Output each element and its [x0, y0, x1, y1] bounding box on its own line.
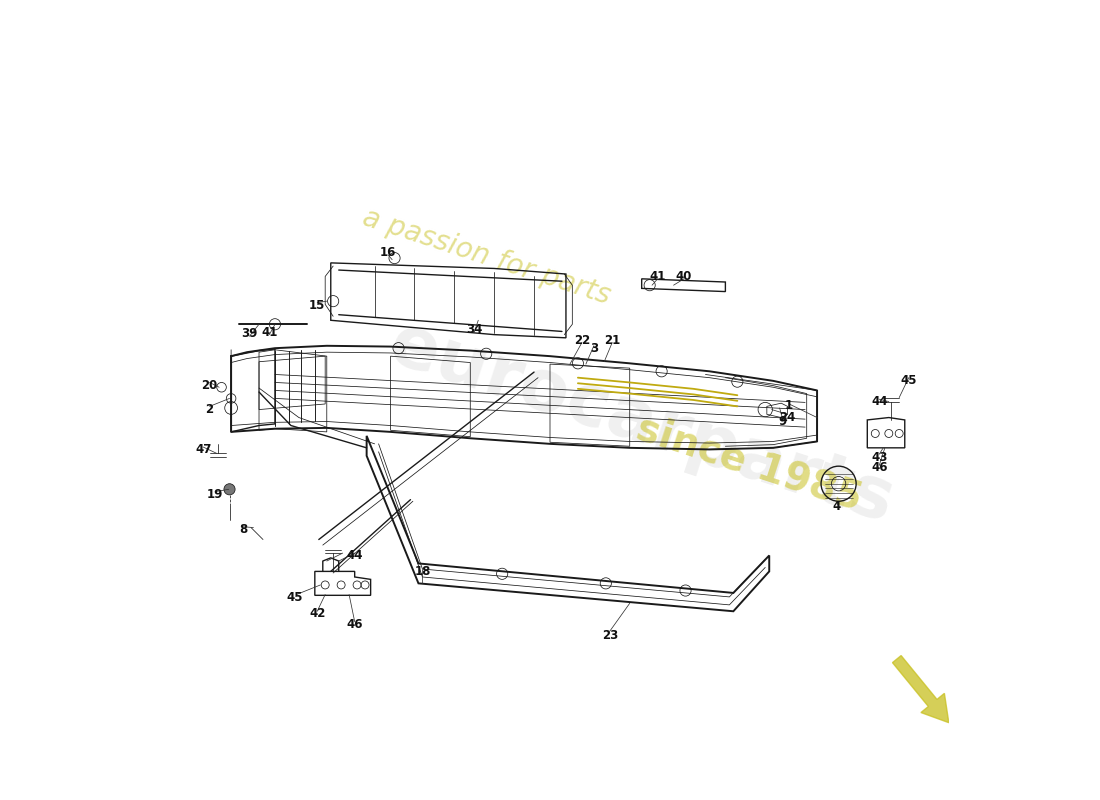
Text: 20: 20 [201, 379, 218, 392]
Text: 8: 8 [239, 522, 248, 536]
Text: 9: 9 [779, 415, 786, 428]
Text: 43: 43 [871, 451, 888, 464]
Text: 40: 40 [675, 270, 692, 283]
Text: 1: 1 [785, 399, 793, 412]
Text: 2: 2 [206, 403, 213, 416]
Text: eurocarparts: eurocarparts [381, 310, 903, 538]
Text: 23: 23 [602, 629, 618, 642]
Text: 15: 15 [309, 299, 326, 313]
Text: 41: 41 [649, 270, 666, 283]
Text: 18: 18 [415, 565, 430, 578]
Text: 44: 44 [346, 549, 363, 562]
Text: 42: 42 [309, 607, 326, 620]
Text: 3: 3 [590, 342, 598, 354]
Text: 16: 16 [379, 246, 396, 259]
Text: 46: 46 [346, 618, 363, 631]
Text: 45: 45 [287, 591, 304, 604]
Text: 22: 22 [574, 334, 590, 346]
Circle shape [224, 484, 235, 495]
Text: since 1985: since 1985 [631, 410, 867, 518]
Text: 34: 34 [466, 323, 483, 336]
Text: 44: 44 [871, 395, 888, 408]
Text: 19: 19 [207, 487, 223, 501]
Text: 46: 46 [871, 462, 888, 474]
Text: 24: 24 [780, 411, 795, 424]
Text: 45: 45 [901, 374, 917, 386]
Text: 41: 41 [261, 326, 277, 338]
Text: 21: 21 [604, 334, 620, 346]
Text: 39: 39 [241, 327, 257, 340]
FancyArrow shape [892, 655, 949, 722]
Text: 4: 4 [833, 500, 842, 514]
Text: 47: 47 [195, 443, 211, 456]
Text: a passion for parts: a passion for parts [359, 203, 614, 310]
